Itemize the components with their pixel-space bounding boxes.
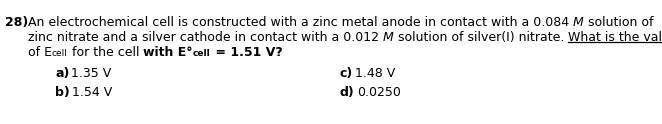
Text: solution of silver(I) nitrate.: solution of silver(I) nitrate. xyxy=(394,31,568,44)
Text: 1.54 V: 1.54 V xyxy=(71,86,112,99)
Text: 28): 28) xyxy=(5,16,28,29)
Text: with E°: with E° xyxy=(144,46,193,59)
Text: 0.0250: 0.0250 xyxy=(357,86,401,99)
Text: 1.48 V: 1.48 V xyxy=(355,67,395,80)
Text: of E: of E xyxy=(28,46,52,59)
Text: solution of: solution of xyxy=(584,16,653,29)
Text: M: M xyxy=(383,31,394,44)
Text: = 1.51 V?: = 1.51 V? xyxy=(211,46,283,59)
Text: An electrochemical cell is constructed with a zinc metal anode in contact with a: An electrochemical cell is constructed w… xyxy=(28,16,573,29)
Text: b): b) xyxy=(55,86,70,99)
Text: M: M xyxy=(573,16,584,29)
Text: zinc nitrate and a silver cathode in contact with a 0.012: zinc nitrate and a silver cathode in con… xyxy=(28,31,383,44)
Text: d): d) xyxy=(340,86,355,99)
Text: cell: cell xyxy=(52,49,68,58)
Text: a): a) xyxy=(55,67,70,80)
Text: for the cell: for the cell xyxy=(68,46,144,59)
Text: cell: cell xyxy=(193,49,211,58)
Text: c): c) xyxy=(340,67,354,80)
Text: 1.35 V: 1.35 V xyxy=(71,67,112,80)
Text: What is the value: What is the value xyxy=(568,31,662,44)
